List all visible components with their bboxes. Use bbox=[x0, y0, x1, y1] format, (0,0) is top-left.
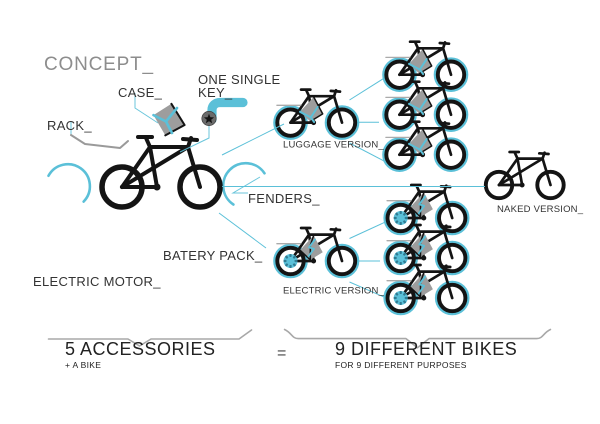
svg-text:5 ACCESSORIES: 5 ACCESSORIES bbox=[65, 339, 216, 359]
svg-text:9 DIFFERENT BIKES: 9 DIFFERENT BIKES bbox=[335, 339, 517, 359]
svg-text:CASE_: CASE_ bbox=[118, 85, 163, 100]
svg-text:NAKED VERSION_: NAKED VERSION_ bbox=[497, 204, 584, 215]
svg-text:BATERY PACK_: BATERY PACK_ bbox=[163, 248, 263, 263]
svg-text:FENDERS_: FENDERS_ bbox=[248, 191, 320, 206]
svg-text:KEY_: KEY_ bbox=[198, 85, 233, 100]
svg-text:CONCEPT_: CONCEPT_ bbox=[44, 54, 154, 75]
svg-text:FOR 9 DIFFERENT PURPOSES: FOR 9 DIFFERENT PURPOSES bbox=[335, 360, 467, 370]
svg-text:LUGGAGE VERSION_: LUGGAGE VERSION_ bbox=[283, 140, 384, 151]
svg-text:=: = bbox=[277, 345, 286, 362]
svg-text:ELECTRIC VERSION_: ELECTRIC VERSION_ bbox=[283, 286, 385, 297]
svg-text:RACK_: RACK_ bbox=[47, 118, 92, 133]
svg-text:+ A BIKE: + A BIKE bbox=[65, 360, 101, 370]
svg-text:ELECTRIC MOTOR_: ELECTRIC MOTOR_ bbox=[33, 274, 161, 289]
